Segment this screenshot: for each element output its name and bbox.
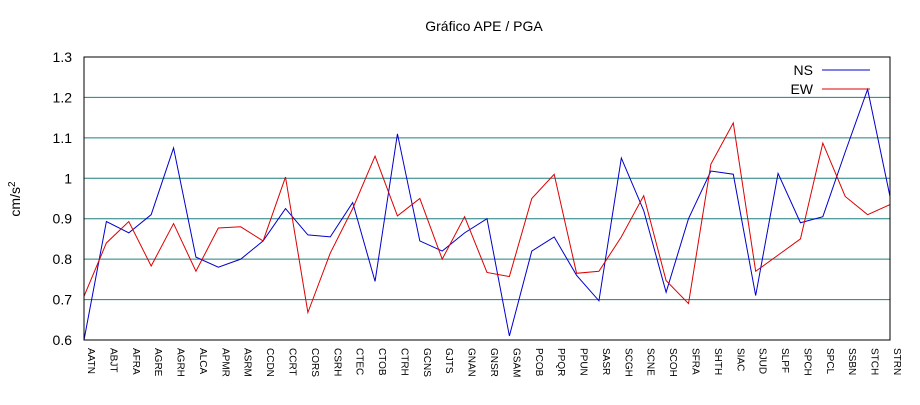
x-tick-label: SPCL	[824, 348, 835, 375]
axis-layer: 0.6 0.7 0.8 0.9 1 1.1 1.2 1.3 AATN ABJT AFRA AGRE AG…	[53, 49, 902, 377]
x-tick-label: AFRA	[130, 348, 141, 375]
y-tick-label: 1.3	[53, 49, 73, 65]
series-line-ew	[83, 121, 891, 315]
x-tick-label: AGRH	[175, 348, 186, 377]
x-tick-label: SCGH	[622, 348, 633, 377]
y-tick-label: 0.6	[53, 332, 73, 348]
x-tick-label: SFRA	[690, 348, 701, 375]
y-axis-label-exponent: 2	[7, 181, 18, 187]
x-tick-label: APMR	[219, 348, 230, 377]
x-tick-label: AGRE	[152, 348, 163, 377]
x-tick-label: CTRH	[398, 348, 409, 376]
x-tick-label: GCNS	[421, 348, 432, 377]
legend: NS EW	[790, 62, 870, 97]
x-tick-label: SPCH	[801, 348, 812, 376]
y-tick-label: 1.2	[53, 89, 73, 105]
x-tick-label: SCNE	[645, 348, 656, 376]
legend-label-ns: NS	[794, 62, 813, 78]
x-tick-label: SHTH	[712, 348, 723, 375]
series-line-ns	[83, 87, 891, 341]
x-tick-label: ABJT	[107, 348, 118, 372]
x-tick-label: ASRM	[242, 348, 253, 377]
x-tick-label: SJUD	[757, 348, 768, 374]
x-tick-label: STCH	[869, 348, 880, 375]
y-axis-label-unit: cm/s	[7, 187, 23, 217]
x-tick-label: CSRH	[331, 348, 342, 376]
plot-frame	[83, 56, 891, 341]
x-tick-label: CTOB	[376, 348, 387, 376]
y-tick-label: 0.7	[53, 292, 73, 308]
x-tick-label: AATN	[85, 348, 96, 374]
x-tick-label: GNSR	[488, 348, 499, 377]
y-tick-label: 1	[64, 170, 72, 186]
y-tick-label: 0.8	[53, 251, 73, 267]
x-tick-label: STRN	[891, 348, 902, 375]
x-tick-label: SLPF	[779, 348, 790, 373]
x-tick-label: PPQR	[555, 348, 566, 376]
x-tick-label: SSBN	[846, 348, 857, 375]
series-layer	[83, 87, 891, 341]
x-tick-label: CORS	[309, 348, 320, 377]
x-tick-label: SIAC	[734, 348, 745, 371]
x-tick-label: GNAN	[466, 348, 477, 377]
chart-title: Gráfico APE / PGA	[425, 18, 543, 34]
x-tick-label: GSAM	[510, 348, 521, 377]
y-axis-label: cm/s2	[7, 181, 23, 217]
x-tick-label: ALCA	[197, 348, 208, 374]
x-tick-label: SCOH	[667, 348, 678, 377]
legend-label-ew: EW	[790, 81, 813, 97]
x-tick-label: CCDN	[264, 348, 275, 377]
x-tick-label: PPUN	[578, 348, 589, 376]
x-tick-label: CTEC	[354, 348, 365, 375]
y-tick-label: 1.1	[53, 130, 73, 146]
x-tick-label: PCOB	[533, 348, 544, 377]
x-tick-label: CCRT	[287, 348, 298, 376]
x-tick-label: GJTS	[443, 348, 454, 374]
grid-layer	[84, 96, 890, 301]
x-tick-label: SASR	[600, 348, 611, 375]
y-tick-label: 0.9	[53, 211, 73, 227]
